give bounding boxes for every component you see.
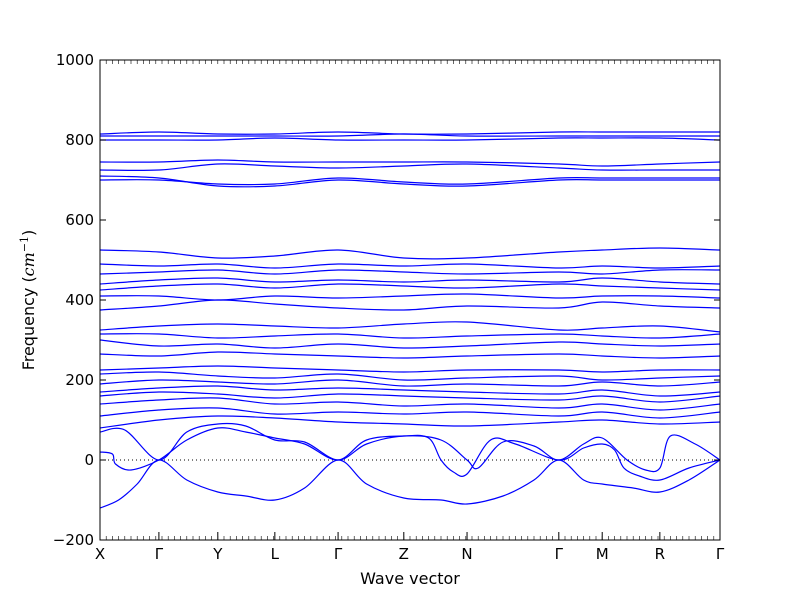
- y-axis-title-unit: cm: [19, 252, 38, 276]
- y-axis-title-exponent: −1: [18, 236, 31, 252]
- y-tick-label: 800: [65, 131, 94, 149]
- phonon-branch-27: [100, 137, 720, 141]
- phonon-branch-17: [100, 293, 720, 301]
- phonon-branch-1: [100, 459, 720, 509]
- y-tick-label: −200: [53, 531, 94, 549]
- y-tick-label: 200: [65, 371, 94, 389]
- phonon-branch-22: [100, 247, 720, 260]
- phonon-branch-16: [100, 299, 720, 311]
- x-tick-label: Γ: [334, 545, 343, 563]
- phonon-branch-14: [100, 333, 720, 339]
- x-tick-label: M: [596, 545, 609, 563]
- x-tick-label: Γ: [716, 545, 725, 563]
- x-axis-title: Wave vector: [360, 569, 460, 588]
- phonon-branch-20: [100, 269, 720, 275]
- phonon-branch-8: [100, 385, 720, 397]
- plot-area: [100, 131, 720, 509]
- y-tick-label: 1000: [56, 51, 94, 69]
- x-tick-label: R: [655, 545, 665, 563]
- phonon-branch-12: [100, 351, 720, 359]
- phonon-branch-5: [100, 407, 720, 419]
- x-tick-label: X: [95, 545, 105, 563]
- phonon-branch-18: [100, 283, 720, 291]
- y-axis-title-close: ): [19, 230, 38, 236]
- x-tick-label: Γ: [555, 545, 564, 563]
- phonon-branch-7: [100, 391, 720, 403]
- x-tick-label: Z: [399, 545, 409, 563]
- phonon-branch-13: [100, 339, 720, 349]
- y-axis-title: Frequency (cm−1): [18, 230, 39, 371]
- phonon-branch-19: [100, 277, 720, 285]
- phonon-branch-9: [100, 379, 720, 387]
- y-tick-label: 0: [84, 451, 94, 469]
- y-axis: −200 0 200 400 600 800 1000: [53, 51, 720, 549]
- phonon-branch-25: [100, 163, 720, 172]
- y-axis-title-text: Frequency (: [19, 276, 38, 370]
- phonon-branch-10: [100, 371, 720, 381]
- phonon-branch-26: [100, 159, 720, 167]
- phonon-branch-2: [100, 427, 720, 481]
- x-tick-label: N: [461, 545, 472, 563]
- y-tick-label: 600: [65, 211, 94, 229]
- phonon-branch-29: [100, 131, 720, 135]
- phonon-branch-4: [100, 415, 720, 429]
- phonon-branch-24: [100, 175, 720, 188]
- phonon-branch-21: [100, 263, 720, 269]
- x-tick-label: L: [271, 545, 280, 563]
- phonon-branch-15: [100, 321, 720, 333]
- y-tick-label: 400: [65, 291, 94, 309]
- phonon-branch-6: [100, 397, 720, 411]
- phonon-branch-11: [100, 365, 720, 373]
- phonon-branch-3: [100, 422, 720, 473]
- x-tick-label: Γ: [155, 545, 164, 563]
- phonon-branch-23: [100, 176, 720, 186]
- x-tick-label: Y: [212, 545, 223, 563]
